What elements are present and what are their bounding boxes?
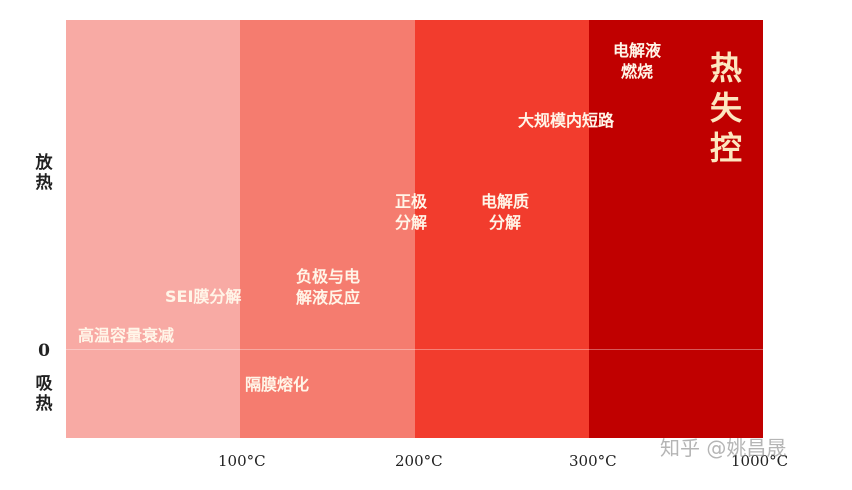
label-internal-short-circuit: 大规模内短路	[518, 111, 615, 130]
y-label-endothermic: 吸 热	[35, 374, 53, 414]
zone-300-1000c	[589, 20, 763, 438]
label-sei-decomposition: SEI膜分解	[165, 287, 242, 306]
watermark: 知乎 @姚昌晟	[660, 436, 787, 460]
x-tick-300c: 300°C	[569, 452, 617, 470]
zone-100-200c	[240, 20, 415, 438]
zero-baseline	[66, 349, 763, 350]
x-tick-1000c: 1000°C	[731, 452, 789, 470]
zone-200-300c	[415, 20, 589, 438]
x-tick-100c: 100°C	[218, 452, 266, 470]
label-capacity-fade: 高温容量衰减	[78, 326, 175, 345]
label-cathode-decomposition: 正极 分解	[395, 192, 428, 232]
y-label-zero: 0	[38, 341, 50, 361]
x-tick-200c: 200°C	[395, 452, 443, 470]
label-anode-electrolyte-reaction: 负极与电 解液反应	[296, 267, 361, 307]
label-separator-melting: 隔膜熔化	[245, 375, 310, 394]
y-label-exothermic: 放 热	[35, 153, 53, 193]
label-thermal-runaway: 热 失 控	[709, 49, 742, 167]
label-electrolyte-combustion: 电解液 燃烧	[613, 41, 662, 81]
label-electrolyte-decomposition: 电解质 分解	[481, 192, 530, 232]
zone-below-100c	[66, 20, 240, 438]
